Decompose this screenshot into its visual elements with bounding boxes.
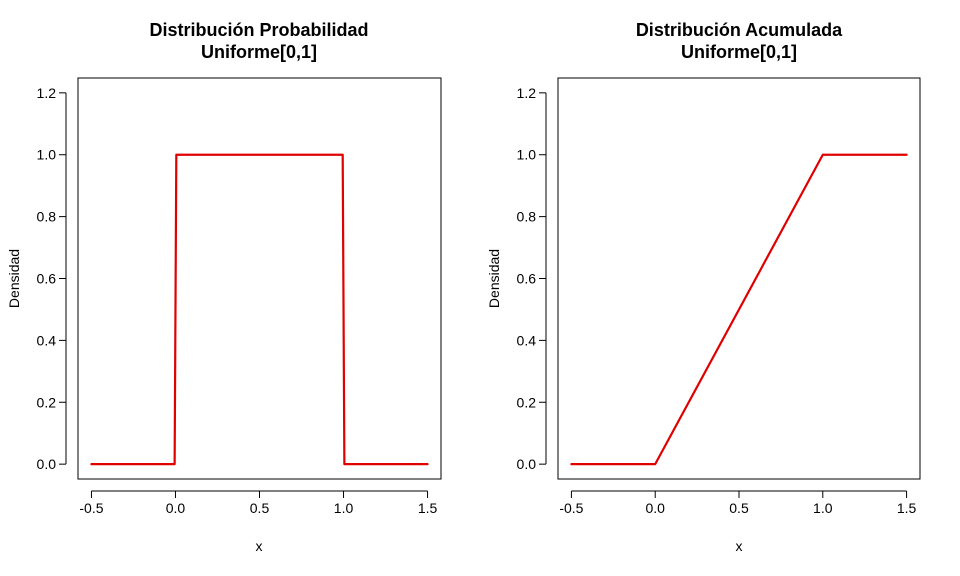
x-tick-label: -0.5 [79,500,103,516]
y-tick-label: 0.6 [517,271,537,287]
series-line [570,153,908,466]
y-tick-label: 0.4 [517,332,537,348]
y-tick-label: 1.0 [517,147,537,163]
series-line [90,153,429,466]
y-tick-label: 1.2 [517,85,537,101]
x-axis-label: x [736,538,743,554]
y-tick-label: 1.2 [37,85,57,101]
y-axis-label: Densidad [486,249,502,308]
y-tick-label: 0.4 [37,332,57,348]
x-tick-label: 0.0 [166,500,186,516]
y-tick-label: 0.6 [37,271,57,287]
x-tick-label: -0.5 [559,500,583,516]
chart-title-line: Distribución Acumulada [636,20,843,40]
y-tick-label: 0.0 [37,456,57,472]
x-tick-label: 1.5 [418,500,438,516]
chart-title-line: Uniforme[0,1] [681,42,797,62]
plot-frame [77,77,442,480]
x-tick-label: 1.0 [334,500,354,516]
y-tick-label: 0.2 [37,394,57,410]
x-tick-label: 0.5 [250,500,270,516]
x-tick-label: 1.5 [897,500,917,516]
x-tick-label: 1.0 [813,500,833,516]
y-tick-label: 1.0 [37,147,57,163]
x-tick-label: 0.0 [645,500,665,516]
x-tick-label: 0.5 [729,500,749,516]
y-tick-label: 0.8 [517,209,537,225]
x-axis-label: x [256,538,263,554]
y-tick-label: 0.0 [517,456,537,472]
chart-title-line: Distribución Probabilidad [149,20,368,40]
plot-frame [557,77,921,480]
chart-title-line: Uniforme[0,1] [201,42,317,62]
y-tick-label: 0.8 [37,209,57,225]
y-axis-label: Densidad [6,249,22,308]
y-tick-label: 0.2 [517,394,537,410]
